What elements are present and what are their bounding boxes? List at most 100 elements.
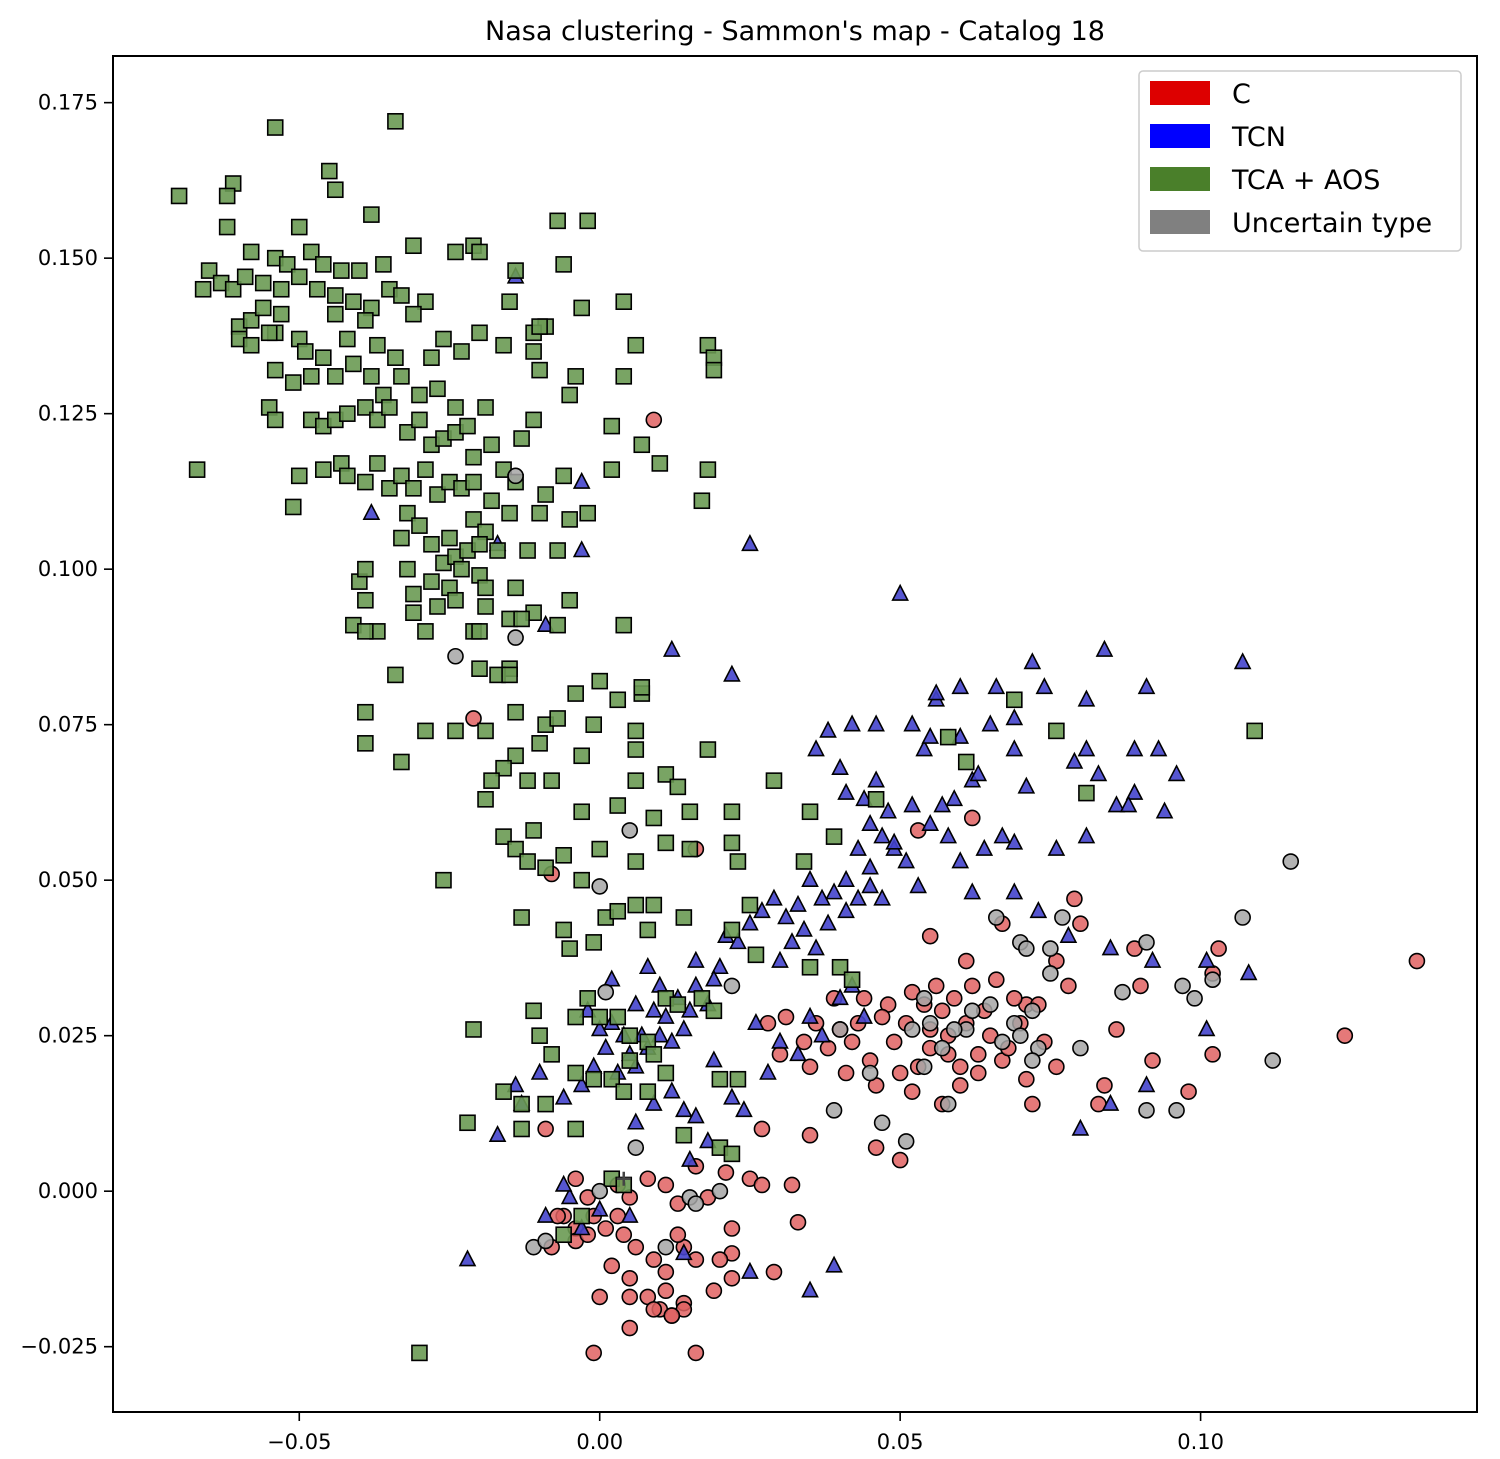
data-point <box>891 1064 909 1082</box>
data-point <box>495 759 512 777</box>
data-point <box>663 1307 681 1324</box>
data-point <box>687 1106 705 1124</box>
data-point <box>801 869 819 887</box>
data-point <box>513 909 530 926</box>
y-tick-label: 0.025 <box>38 1024 98 1048</box>
data-point <box>873 1114 891 1132</box>
data-point <box>681 840 699 858</box>
data-point <box>1108 1021 1125 1038</box>
data-point <box>1042 940 1059 957</box>
data-point <box>615 616 633 634</box>
data-point <box>537 859 554 877</box>
data-point <box>657 1263 675 1281</box>
data-point <box>723 977 741 995</box>
data-point <box>602 969 621 987</box>
data-point <box>435 871 452 889</box>
data-point <box>609 902 627 920</box>
data-point <box>729 853 747 870</box>
data-point <box>567 1064 584 1082</box>
data-point <box>507 840 524 858</box>
data-point <box>657 1238 675 1256</box>
data-point <box>1168 1102 1185 1119</box>
data-point <box>729 1070 747 1088</box>
data-point <box>903 1021 921 1038</box>
data-point <box>561 511 578 528</box>
data-point <box>861 857 879 875</box>
data-point <box>1005 832 1024 850</box>
data-point <box>705 1002 723 1020</box>
data-point <box>573 871 590 889</box>
data-point <box>657 1176 675 1194</box>
data-point <box>266 411 284 429</box>
data-point <box>1072 1039 1089 1057</box>
data-point <box>801 958 819 976</box>
data-point <box>357 473 374 491</box>
data-point <box>411 386 428 404</box>
data-point <box>572 540 591 558</box>
data-point <box>1137 677 1156 695</box>
data-point <box>345 355 362 373</box>
data-point <box>561 386 578 404</box>
y-tick-label: −0.025 <box>20 1335 98 1359</box>
data-point <box>945 1021 963 1038</box>
data-point <box>327 305 344 323</box>
data-point <box>513 1095 530 1113</box>
data-point <box>530 1062 549 1080</box>
y-tick-label: 0.050 <box>38 868 98 892</box>
data-point <box>801 1280 819 1298</box>
data-point <box>507 629 524 646</box>
data-point <box>621 1052 639 1069</box>
data-point <box>735 1100 753 1118</box>
data-point <box>351 262 368 279</box>
data-point <box>609 691 627 709</box>
data-point <box>933 795 952 813</box>
data-point <box>963 882 982 900</box>
data-point <box>945 789 964 807</box>
data-point <box>825 1102 843 1119</box>
data-point <box>819 1039 837 1057</box>
data-point <box>723 921 741 939</box>
data-point <box>987 909 1005 926</box>
data-point <box>429 380 446 398</box>
data-point <box>458 1249 477 1267</box>
data-point <box>591 878 609 895</box>
data-point <box>579 504 596 522</box>
data-point <box>405 305 422 323</box>
data-point <box>495 1083 512 1100</box>
y-tick-label: 0.175 <box>38 91 98 115</box>
data-point <box>620 1205 639 1223</box>
y-axis: −0.025 0.000 0.025 0.050 0.075 0.100 0.125 0.15… <box>20 91 113 1359</box>
data-point <box>1125 739 1144 757</box>
data-point <box>501 293 518 310</box>
data-point <box>729 932 747 950</box>
data-point <box>807 938 825 956</box>
data-point <box>188 461 206 478</box>
data-point <box>567 1120 584 1138</box>
data-point <box>693 492 711 510</box>
data-point <box>644 1000 663 1018</box>
data-point <box>531 735 548 752</box>
data-point <box>1408 952 1426 970</box>
data-point <box>1336 1027 1354 1044</box>
data-point <box>681 1149 699 1167</box>
data-point <box>633 436 651 454</box>
y-tick-label: 0.000 <box>38 1179 98 1203</box>
y-tick-label: 0.150 <box>38 246 98 270</box>
data-point <box>507 262 524 279</box>
data-point <box>987 677 1006 695</box>
data-point <box>1065 751 1084 769</box>
data-point <box>465 710 482 727</box>
y-tick-label: 0.100 <box>38 557 98 581</box>
data-point <box>933 1002 951 1020</box>
data-point <box>525 411 542 429</box>
data-point <box>951 1077 969 1094</box>
data-point <box>765 1263 783 1281</box>
data-point <box>645 1251 663 1268</box>
data-point <box>969 1064 987 1082</box>
legend-label: Uncertain type <box>1232 208 1432 239</box>
data-point <box>1006 990 1023 1007</box>
data-point <box>615 293 633 310</box>
data-point <box>393 287 410 304</box>
data-point <box>633 679 651 696</box>
data-point <box>849 838 867 856</box>
